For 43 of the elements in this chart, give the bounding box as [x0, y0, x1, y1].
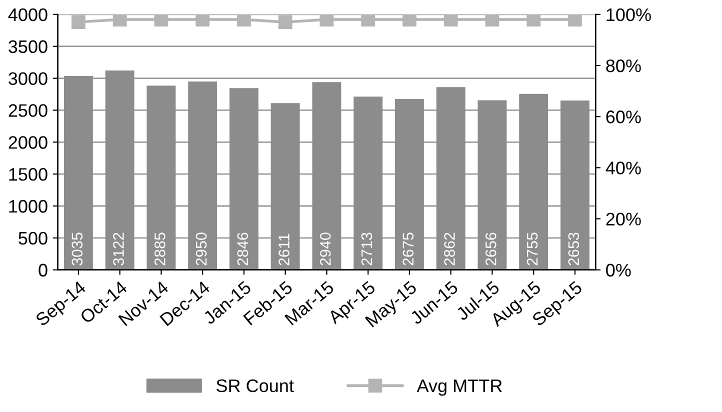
y-tick-label: 3500 — [8, 40, 48, 54]
y2-tick-label: 100% — [606, 8, 651, 22]
data-label: 2675 — [402, 232, 414, 266]
data-label: 2862 — [444, 232, 455, 266]
bar — [354, 96, 383, 270]
y2-tick-label: 0% — [606, 264, 631, 277]
y-tick-label: 0 — [38, 264, 48, 277]
y2-tick-label: 20% — [606, 212, 641, 226]
data-label: 2713 — [361, 232, 372, 266]
y-tick-label: 2500 — [8, 104, 48, 117]
y2-tick-label: 60% — [606, 110, 641, 124]
data-label: 2950 — [196, 232, 207, 266]
bar — [478, 100, 507, 270]
bar — [229, 88, 258, 270]
y-tick-label: 2000 — [8, 136, 48, 149]
legend-label: SR Count — [216, 379, 294, 392]
bar — [560, 100, 590, 270]
bar — [312, 82, 342, 270]
bar — [105, 70, 134, 270]
legend-label: Avg MTTR — [416, 380, 502, 396]
data-label: 3035 — [72, 232, 83, 266]
y-tick-label: 500 — [18, 232, 48, 245]
y2-tick-label: 80% — [606, 59, 641, 72]
data-label: 2653 — [568, 232, 580, 266]
data-label: 2846 — [237, 232, 248, 266]
bar — [394, 99, 424, 270]
bar — [436, 87, 466, 270]
y-tick-label: 3000 — [8, 72, 48, 85]
y-tick-label: 4000 — [8, 8, 48, 22]
bar — [64, 76, 93, 270]
bar — [146, 86, 176, 270]
data-label: 2656 — [485, 232, 496, 266]
data-label: 3122 — [113, 232, 124, 266]
y-tick-label: 1500 — [9, 168, 48, 181]
data-label: 2755 — [526, 232, 538, 266]
bar — [519, 94, 548, 270]
data-label: 2611 — [278, 234, 290, 266]
bar — [188, 81, 218, 270]
y-tick-label: 1000 — [9, 200, 48, 213]
data-label: 2885 — [154, 232, 166, 266]
y2-tick-label: 40% — [606, 162, 641, 174]
bar — [270, 103, 300, 270]
data-label: 2940 — [320, 232, 331, 266]
